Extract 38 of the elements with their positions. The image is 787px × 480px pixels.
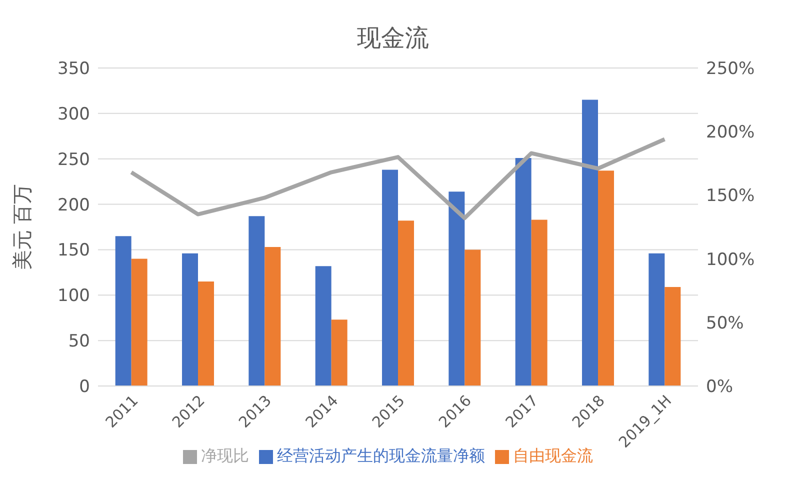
bar — [648, 253, 665, 386]
bar — [115, 236, 132, 386]
bar — [515, 158, 532, 386]
line-series — [129, 137, 667, 220]
chart-title: 现金流 — [356, 23, 430, 54]
y-tick-label: 50 — [68, 332, 90, 352]
bar — [131, 258, 148, 386]
y-tick-label: 200 — [58, 195, 90, 216]
y2-tick-label: 50% — [706, 313, 744, 334]
bar — [664, 286, 681, 386]
y2-tick-label: 150% — [706, 186, 755, 206]
y-tick-label: 150 — [58, 240, 90, 261]
bar — [382, 170, 398, 386]
bar — [464, 250, 481, 386]
bar — [315, 266, 332, 386]
y-tick-label: 0 — [79, 377, 90, 398]
y-tick-label: 100 — [58, 286, 90, 306]
legend-label: 经营活动产生的现金流量净额 — [277, 446, 485, 465]
y2-tick-label: 250% — [706, 59, 755, 80]
legend-label: 净现比 — [201, 446, 249, 465]
y-tick-label: 300 — [58, 104, 90, 124]
y2-tick-label: 0% — [706, 377, 733, 398]
bar — [182, 253, 198, 386]
bar — [582, 100, 598, 386]
y-tick-label: 250 — [58, 150, 90, 170]
bar — [264, 246, 281, 386]
bar — [248, 216, 265, 386]
bar — [598, 170, 614, 386]
bar — [398, 220, 414, 386]
legend-label: 自由现金流 — [513, 446, 593, 465]
y-tick-label: 350 — [58, 59, 90, 80]
bar — [331, 320, 348, 386]
bar — [448, 192, 465, 386]
y-axis-title: 美元 百万 — [10, 184, 34, 270]
y2-tick-label: 200% — [706, 122, 755, 143]
y2-tick-label: 100% — [706, 250, 755, 270]
bar — [198, 282, 214, 386]
bar — [531, 220, 548, 386]
